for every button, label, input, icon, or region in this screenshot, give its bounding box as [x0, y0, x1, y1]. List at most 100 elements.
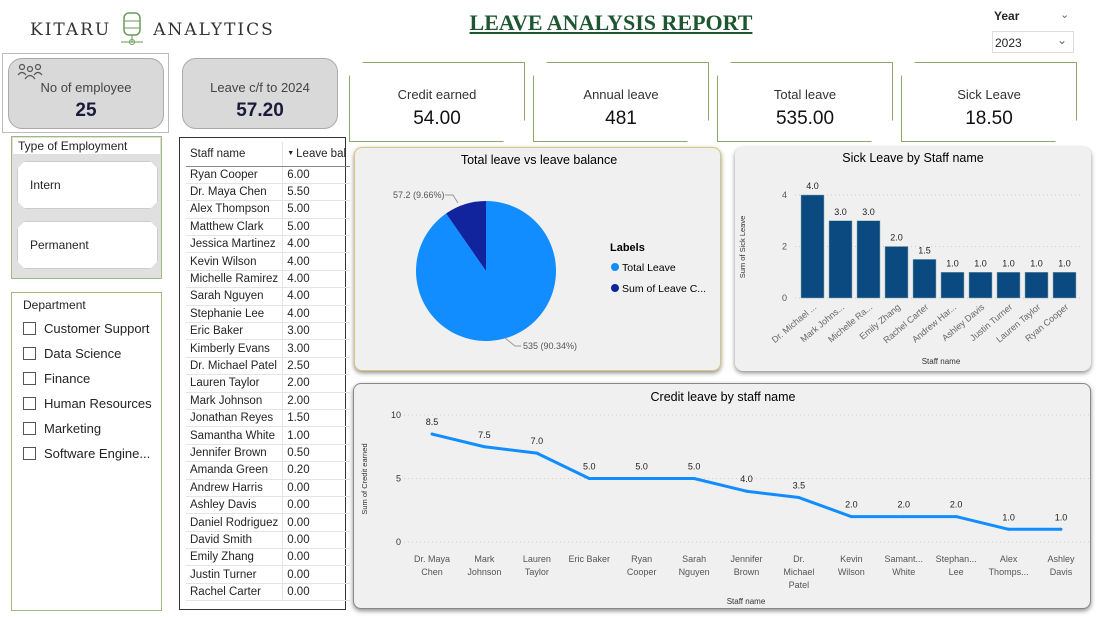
column-header-staff[interactable]: Staff name	[186, 142, 283, 167]
checkbox[interactable]	[23, 322, 36, 335]
staff-name-cell: David Smith	[186, 531, 283, 550]
leave-carry-kpi: Leave c/f to 2024 57.20	[182, 58, 338, 129]
table-row[interactable]: Michelle Ramirez 4.00	[186, 270, 351, 289]
data-label: 1.0	[1030, 258, 1043, 268]
y-tick: 2	[782, 242, 787, 252]
card-value: 481	[605, 108, 637, 129]
option-label: Human Resources	[44, 396, 152, 411]
y-tick: 4	[782, 190, 787, 200]
checkbox[interactable]	[23, 422, 36, 435]
staff-name-cell: Kimberly Evans	[186, 339, 283, 358]
year-label: Year	[994, 9, 1020, 23]
table-row[interactable]: Sarah Nguyen 4.00	[186, 287, 351, 306]
department-option[interactable]: Customer Support	[23, 316, 150, 341]
table-row[interactable]: Dr. Michael Patel 2.50	[186, 357, 351, 376]
data-label: 4.0	[740, 474, 753, 484]
department-slicer: Department Customer Support Data Science F…	[11, 292, 162, 611]
card-label: Annual leave	[583, 87, 659, 102]
table-row[interactable]: Matthew Clark 5.00	[186, 218, 351, 237]
staff-name-cell: Eric Baker	[186, 322, 283, 341]
table-row[interactable]: Justin Turner 0.00	[186, 565, 351, 584]
chevron-down-icon[interactable]: ⌄	[1060, 9, 1070, 21]
table-row[interactable]: Ryan Cooper 6.00	[186, 166, 351, 184]
page-title: LEAVE ANALYSIS REPORT	[469, 10, 753, 35]
checkbox[interactable]	[23, 372, 36, 385]
bar	[1052, 272, 1077, 299]
legend-marker	[611, 284, 619, 292]
department-option[interactable]: Software Engine...	[23, 441, 150, 466]
table-row[interactable]: Eric Baker 3.00	[186, 322, 351, 341]
column-header-leave-bal[interactable]: ▼ Leave bal	[282, 142, 351, 167]
table-row[interactable]: Lauren Taylor 2.00	[186, 374, 351, 393]
leave-bal-cell: 3.00	[282, 322, 351, 341]
department-option[interactable]: Marketing	[23, 416, 150, 441]
checkbox[interactable]	[23, 397, 36, 410]
staff-name-cell: Rachel Carter	[186, 583, 283, 602]
leave-bal-cell: 0.00	[282, 479, 351, 497]
staff-name-cell: Jonathan Reyes	[186, 409, 283, 428]
department-option[interactable]: Finance	[23, 366, 150, 391]
bar	[968, 272, 993, 299]
data-point	[640, 477, 644, 480]
option-label: Intern	[30, 178, 61, 192]
leave-bal-cell: 1.50	[282, 409, 351, 428]
leader-line	[445, 194, 459, 204]
leave-bal-cell: 0.20	[282, 461, 351, 480]
checkbox[interactable]	[23, 347, 36, 360]
staff-name-cell: Justin Turner	[186, 565, 283, 584]
x-tick: Ryan Cooper	[627, 554, 657, 577]
table-row[interactable]: Daniel Rodriguez 0.00	[186, 513, 351, 532]
table-row[interactable]: Stephanie Lee 4.00	[186, 305, 351, 324]
table-row[interactable]: Jonathan Reyes 1.50	[186, 409, 351, 428]
x-tick: Dr. Michael Patel	[783, 554, 814, 590]
table-row[interactable]: Jennifer Brown 0.50	[186, 444, 351, 463]
table-row[interactable]: Samantha White 1.00	[186, 426, 351, 445]
table-row[interactable]: Kevin Wilson 4.00	[186, 252, 351, 271]
table-row[interactable]: Ashley Davis 0.00	[186, 496, 351, 515]
staff-name-cell: Dr. Michael Patel	[186, 357, 283, 376]
leave-bal-cell: 0.00	[282, 513, 351, 532]
department-option[interactable]: Data Science	[23, 341, 150, 366]
leave-bal-cell: 5.00	[282, 200, 351, 219]
data-label: 1.0	[1055, 512, 1068, 522]
checkbox[interactable]	[23, 447, 36, 460]
leave-bal-cell: 1.00	[282, 426, 351, 445]
data-label: 5.0	[688, 462, 701, 472]
bar	[940, 272, 965, 299]
table-row[interactable]: Mark Johnson 2.00	[186, 392, 351, 410]
table-row[interactable]: Dr. Maya Chen 5.50	[186, 183, 351, 202]
table-row[interactable]: Amanda Green 0.20	[186, 461, 351, 480]
chart-title: Credit leave by staff name	[651, 390, 796, 404]
kpi-card: Credit earned 54.00	[349, 62, 525, 142]
brand-right: ANALYTICS	[153, 20, 275, 40]
year-dropdown[interactable]: 2023 ⌄	[992, 31, 1074, 53]
staff-name-cell: Jessica Martinez	[186, 235, 283, 254]
table-row[interactable]: Andrew Harris 0.00	[186, 479, 351, 497]
employment-option-permanent[interactable]: Permanent	[17, 221, 158, 269]
department-option[interactable]: Human Resources	[23, 391, 152, 416]
header-label: Leave bal	[296, 147, 347, 160]
leave-bal-cell: 4.00	[282, 235, 351, 254]
table-row[interactable]: Rachel Carter 0.00	[186, 583, 351, 602]
leave-bal-cell: 6.00	[282, 166, 351, 184]
table-row[interactable]: David Smith 0.00	[186, 531, 351, 550]
pie-chart-panel: Total leave vs leave balance 57.2 (9.66%)…	[354, 147, 721, 371]
leave-carry-value: 57.20	[236, 100, 284, 121]
leave-bal-cell: 4.00	[282, 252, 351, 271]
staff-name-cell: Stephanie Lee	[186, 305, 283, 324]
employment-option-intern[interactable]: Intern	[17, 161, 158, 209]
table-row[interactable]: Jessica Martinez 4.00	[186, 235, 351, 254]
option-label: Permanent	[30, 238, 89, 252]
y-tick: 5	[396, 474, 401, 484]
y-tick: 0	[782, 293, 787, 303]
employee-kpi-frame	[2, 53, 169, 133]
table-row[interactable]: Alex Thompson 5.00	[186, 200, 351, 219]
slice-label: 535 (90.34%)	[523, 341, 577, 351]
data-label: 2.0	[950, 500, 963, 510]
table-row[interactable]: Kimberly Evans 3.00	[186, 339, 351, 358]
x-tick: Lauren Taylor	[523, 554, 551, 577]
option-label: Finance	[44, 371, 91, 386]
card-value: 54.00	[413, 108, 461, 129]
sort-desc-icon: ▼	[287, 150, 295, 158]
table-row[interactable]: Emily Zhang 0.00	[186, 548, 351, 567]
